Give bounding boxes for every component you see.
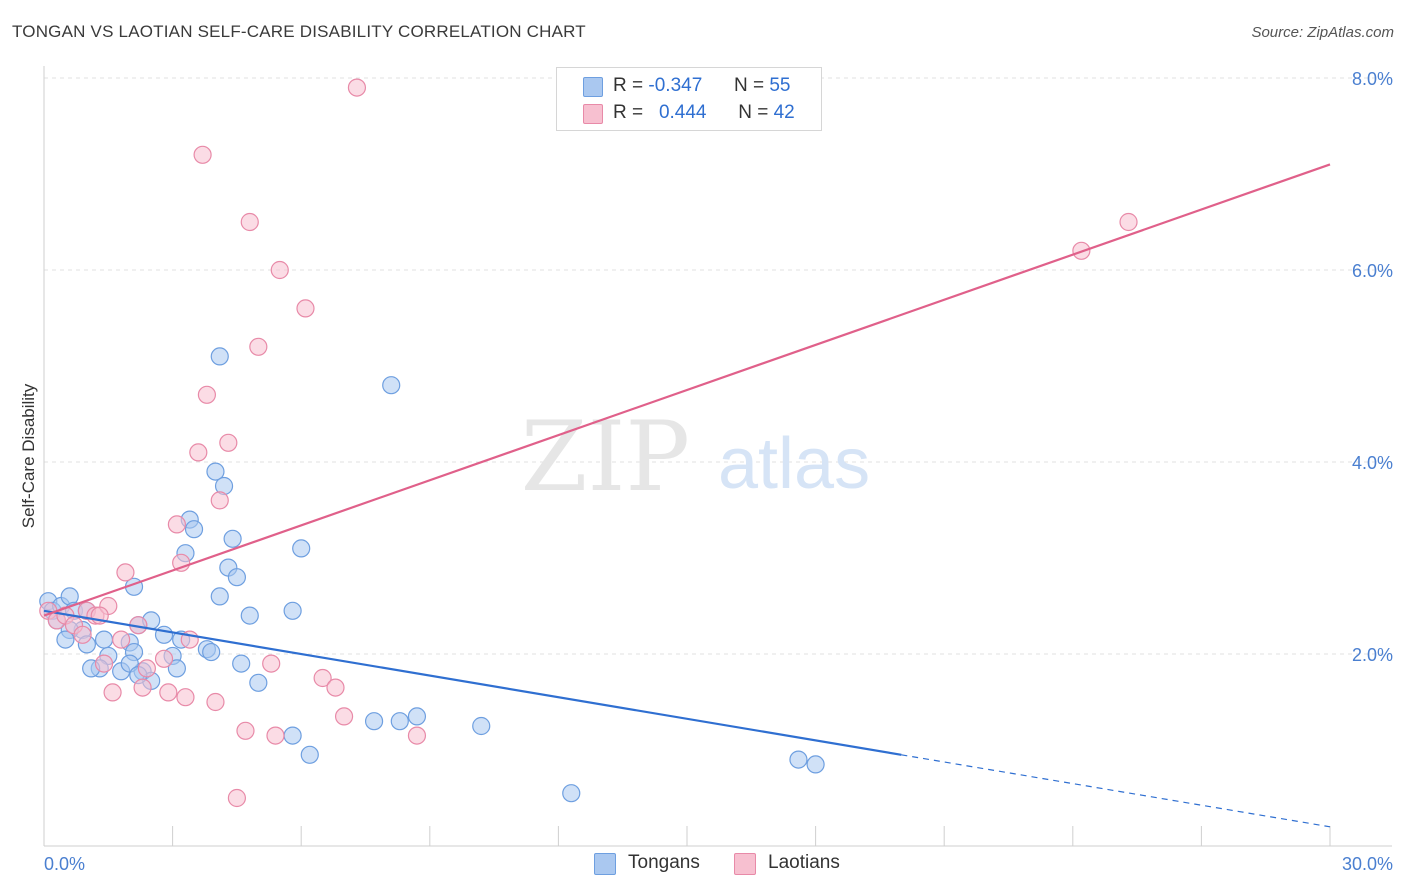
chart-title: TONGAN VS LAOTIAN SELF-CARE DISABILITY C… [12,22,586,41]
tongan-point [202,642,221,662]
tongan-point [210,347,229,366]
laotian-point [407,726,427,745]
bottom-legend-tongans: Tongans [628,852,700,873]
grid-layer [44,77,1392,655]
laotian-point [240,212,259,232]
laotian-point [176,688,195,707]
tongan-point [94,630,114,649]
y-axis-title: Self-Care Disability [19,383,38,528]
legend-n-label: N = [738,102,769,123]
laotian-point [266,726,285,745]
tongan-point [249,673,268,692]
tongan-point [292,539,311,558]
tongan-point [806,755,825,774]
tongan-point [227,568,246,587]
laotian-point [219,433,238,452]
laotian-point [159,683,178,702]
tongan-point [210,587,229,606]
y-tick-label: 4.0% [1352,453,1393,473]
laotian-point [193,145,212,164]
tongan-point [283,601,302,620]
axes-layer: 2.0% 4.0% 6.0% 8.0% 0.0% 30.0% [43,66,1393,874]
tongan-point [56,630,75,649]
laotian-point [334,707,354,726]
legend-n-value: 55 [769,75,791,96]
laotian-point [73,625,92,644]
laotian-point [94,654,114,673]
laotian-point [296,299,315,318]
tongans-swatch [583,77,603,97]
legend-r-label: R = [613,75,644,96]
laotian-point [189,443,208,462]
watermark-atlas: atlas [718,424,870,504]
watermark: ZIP atlas [521,401,870,513]
laotian-point [103,683,122,702]
laotians-swatch [583,104,603,124]
tongan-point [472,716,491,736]
laotian-point [326,678,345,697]
trend-layer [43,163,1331,828]
laotians-trend-line [43,163,1331,617]
tongan-point [364,712,384,731]
laotian-point [249,337,268,356]
tongan-point [407,707,427,726]
laotian-point [197,385,216,404]
laotian-point [210,491,229,510]
laotian-point [313,668,332,688]
tongan-point [300,745,319,764]
laotian-point [167,515,186,534]
tongan-point [206,462,225,481]
legend-r-value: 0.444 [658,102,707,123]
tongan-point [223,529,242,548]
laotian-point [133,678,152,697]
tongans-trend-extension [901,754,1331,828]
laotian-point [116,563,135,582]
x-tick-label: 0.0% [44,854,85,874]
legend-n-label: N = [733,75,765,96]
tongan-point [232,654,251,673]
laotian-point [347,78,367,97]
y-tick-label: 2.0% [1352,645,1393,665]
tongan-point [283,726,302,745]
y-tick-label: 8.0% [1352,69,1393,89]
x-tick-label: 30.0% [1342,854,1393,874]
laotians-swatch [734,853,756,875]
laotian-point [1119,212,1138,232]
bottom-legend-laotians: Laotians [768,852,840,873]
laotian-point [137,659,156,678]
points-layer [39,78,1138,808]
tongan-point [167,659,186,678]
laotian-point [236,721,255,740]
legend-r-value: -0.347 [648,75,703,96]
laotian-point [270,260,289,280]
tongan-point [562,784,581,803]
laotian-point [112,630,131,649]
tongan-point [240,606,259,625]
legend-r-label: R = [613,102,644,123]
laotian-point [227,788,246,808]
tongan-point [382,376,401,395]
tongan-point [184,520,204,539]
laotian-point [206,692,225,712]
source-label: Source: ZipAtlas.com [1251,24,1394,41]
laotian-point [154,649,174,668]
tongans-swatch [594,853,616,875]
tongan-point [390,712,409,731]
legend: R = -0.347 N = 55 R = 0.444 N = 42 [556,67,822,131]
laotian-point [262,654,281,673]
tongan-point [789,750,808,769]
legend-n-value: 42 [773,102,795,123]
y-tick-label: 6.0% [1352,261,1393,281]
tongans-trend-line [43,609,902,756]
bottom-legend: Tongans Laotians [594,852,864,876]
